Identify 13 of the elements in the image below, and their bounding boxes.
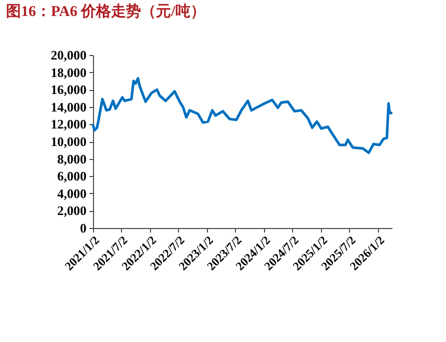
y-tick-label: 20,000 [50, 48, 86, 62]
y-tick-label: 6,000 [57, 168, 86, 184]
line-series [92, 77, 393, 154]
y-tick-label: 8,000 [57, 151, 86, 166]
y-tick-label: 0 [80, 220, 86, 236]
chart-title: 图16：PA6 价格走势（元/吨） [6, 3, 206, 20]
y-tick-label: 10,000 [50, 134, 86, 149]
y-tick-label: 2,000 [57, 203, 86, 218]
y-tick-label: 4,000 [57, 186, 86, 201]
y-tick-label: 12,000 [50, 116, 86, 132]
y-tick-label: 16,000 [50, 82, 86, 98]
y-tick-label: 18,000 [50, 64, 86, 80]
y-tick-label: 14,000 [50, 99, 86, 114]
